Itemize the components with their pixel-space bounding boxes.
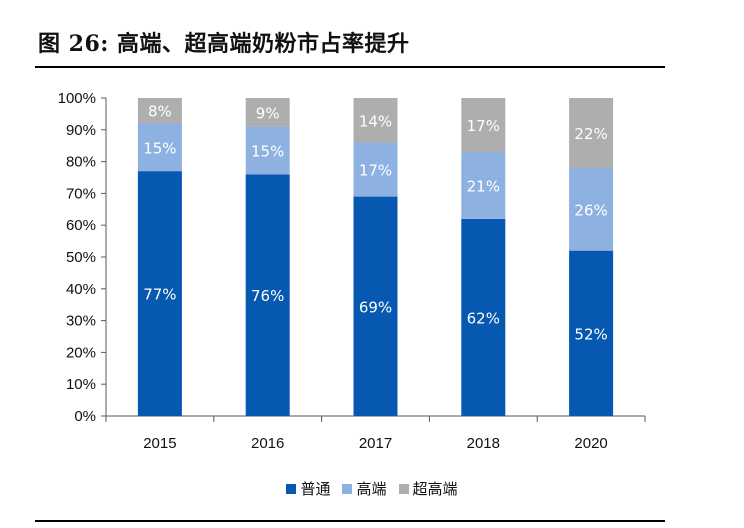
y-tick-label: 20%	[66, 344, 96, 361]
data-label: 22%	[574, 125, 607, 143]
y-tick-label: 50%	[66, 249, 96, 266]
y-tick-label: 80%	[66, 154, 96, 171]
x-tick-label: 2016	[251, 435, 284, 452]
y-tick-label: 30%	[66, 313, 96, 330]
bar-segment-普通-2020	[569, 250, 614, 416]
data-label: 15%	[143, 139, 176, 157]
x-tick-label: 2018	[467, 435, 500, 452]
bar-segment-高端-2015	[137, 123, 182, 172]
bar-segment-高端-2018	[461, 152, 506, 219]
bar-segment-高端-2020	[569, 167, 614, 251]
data-label: 69%	[359, 298, 392, 316]
legend-label: 超高端	[412, 480, 458, 498]
legend-swatch	[286, 483, 297, 494]
x-tick-label: 2017	[359, 435, 392, 452]
legend-item: 高端	[342, 478, 387, 499]
data-label: 14%	[359, 112, 392, 130]
bar-segment-超高端-2016	[245, 98, 290, 127]
x-tick-label: 2015	[143, 435, 176, 452]
data-label: 21%	[467, 177, 500, 195]
legend-label: 高端	[356, 480, 387, 498]
y-tick-label: 70%	[66, 185, 96, 202]
bar-segment-普通-2018	[461, 218, 506, 416]
legend-swatch	[398, 483, 409, 494]
y-tick-label: 0%	[74, 408, 96, 425]
x-tick-label: 2020	[574, 435, 607, 452]
data-label: 76%	[251, 287, 284, 305]
bar-segment-高端-2017	[353, 142, 398, 197]
data-label: 26%	[574, 201, 607, 219]
bar-segment-普通-2016	[245, 174, 290, 416]
data-label: 52%	[574, 325, 607, 343]
y-tick-label: 40%	[66, 281, 96, 298]
bar-segment-超高端-2017	[353, 98, 398, 143]
legend-item: 超高端	[398, 478, 458, 499]
bar-segment-超高端-2018	[461, 98, 506, 153]
figure-title: 图 26: 高端、超高端奶粉市占率提升	[38, 31, 410, 57]
legend-swatch	[342, 483, 353, 494]
bottom-divider	[35, 520, 665, 522]
legend-label: 普通	[300, 480, 331, 498]
data-label: 17%	[359, 162, 392, 180]
bar-segment-普通-2017	[353, 196, 398, 416]
bar-segment-超高端-2020	[569, 98, 614, 168]
data-label: 17%	[467, 117, 500, 135]
data-label: 77%	[143, 286, 176, 304]
bar-segment-超高端-2015	[137, 98, 182, 124]
data-label: 9%	[256, 104, 280, 122]
y-tick-label: 90%	[66, 122, 96, 139]
data-label: 15%	[251, 142, 284, 160]
data-label: 62%	[467, 309, 500, 327]
y-tick-label: 60%	[66, 217, 96, 234]
title-divider	[35, 66, 665, 68]
bar-segment-高端-2016	[245, 126, 290, 175]
bar-segment-普通-2015	[137, 171, 182, 416]
legend-item: 普通	[286, 478, 330, 499]
y-tick-label: 10%	[66, 376, 96, 393]
chart-legend: 普通 高端 超高端	[0, 478, 744, 499]
data-label: 8%	[148, 103, 172, 121]
y-tick-label: 100%	[58, 90, 96, 107]
